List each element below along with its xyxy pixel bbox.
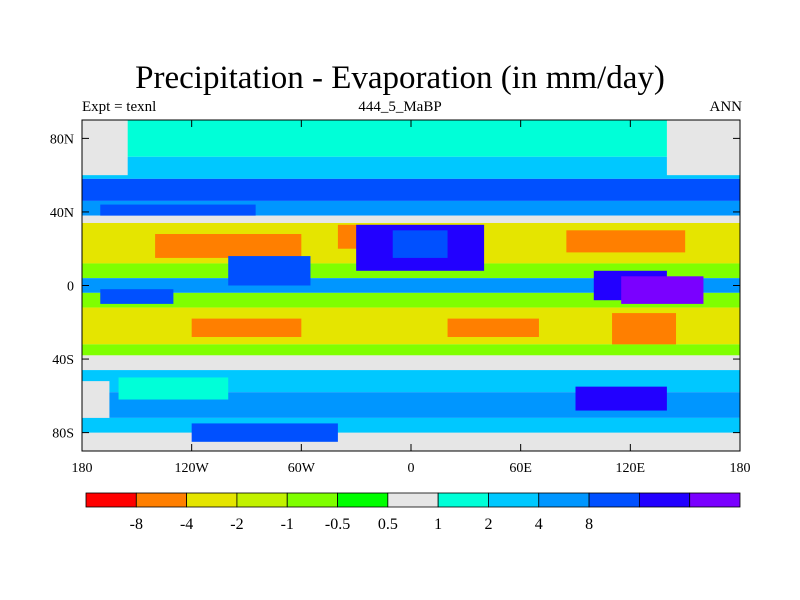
field-feature [392, 230, 448, 258]
field-feature [100, 289, 174, 304]
colorbar-swatch [85, 492, 137, 508]
field-feature [621, 276, 704, 304]
field-feature [82, 381, 110, 418]
season-label: ANN [709, 99, 743, 115]
field-feature [191, 423, 338, 442]
zonal-band [82, 344, 740, 356]
colorbar-swatch [638, 492, 691, 508]
colorbar-label: -8 [130, 516, 143, 533]
colorbar-swatch [236, 492, 288, 508]
x-tick-label: 180 [730, 461, 751, 476]
field-feature [666, 120, 740, 176]
colorbar-label: -4 [180, 516, 193, 533]
experiment-label: Expt = texnl [82, 99, 157, 115]
y-tick-label: 0 [67, 280, 74, 295]
colorbar-swatch [387, 492, 439, 508]
colorbar-swatch [135, 492, 188, 508]
field-feature [118, 377, 229, 400]
colorbar-label: 4 [535, 516, 543, 533]
field-feature [82, 120, 128, 176]
colorbar-label: -0.5 [325, 516, 350, 533]
zonal-band [82, 292, 740, 308]
chart-title: Precipitation - Evaporation (in mm/day) [135, 60, 665, 96]
field-feature [447, 318, 539, 337]
field-feature [228, 256, 311, 286]
y-tick-label: 40N [50, 206, 74, 221]
x-tick-label: 60W [288, 461, 316, 476]
period-label: 444_5_MaBP [358, 99, 442, 115]
field-feature [575, 386, 667, 411]
colorbar-swatch [588, 492, 640, 508]
colorbar-label: 0.5 [378, 516, 398, 533]
y-tick-label: 40S [52, 353, 74, 368]
zonal-band [82, 156, 740, 179]
colorbar-swatch [186, 492, 238, 508]
colorbar-swatch [286, 492, 338, 508]
colorbar-swatch [689, 492, 741, 508]
x-tick-label: 120E [616, 461, 646, 476]
field-feature [191, 318, 302, 337]
colorbar-swatch [437, 492, 489, 508]
field-feature [100, 204, 256, 216]
colorbar-swatch [337, 492, 389, 508]
colorbar-label: 8 [585, 516, 593, 533]
colorbar-label: -2 [230, 516, 243, 533]
field-feature [155, 234, 302, 258]
zonal-band [82, 355, 740, 371]
field-feature [566, 230, 686, 253]
x-tick-label: 60E [509, 461, 532, 476]
colorbar-label: 1 [434, 516, 442, 533]
zonal-band [82, 178, 740, 201]
zonal-band [82, 215, 740, 223]
colorbar-label: 2 [484, 516, 492, 533]
x-tick-label: 180 [72, 461, 93, 476]
x-tick-label: 120W [175, 461, 210, 476]
y-tick-label: 80S [52, 427, 74, 442]
colorbar-swatch [488, 492, 540, 508]
field-feature [612, 313, 677, 345]
x-tick-label: 0 [408, 461, 415, 476]
colorbar-swatch [538, 492, 590, 508]
y-tick-label: 80N [50, 132, 74, 147]
colorbar-label: -1 [281, 516, 294, 533]
